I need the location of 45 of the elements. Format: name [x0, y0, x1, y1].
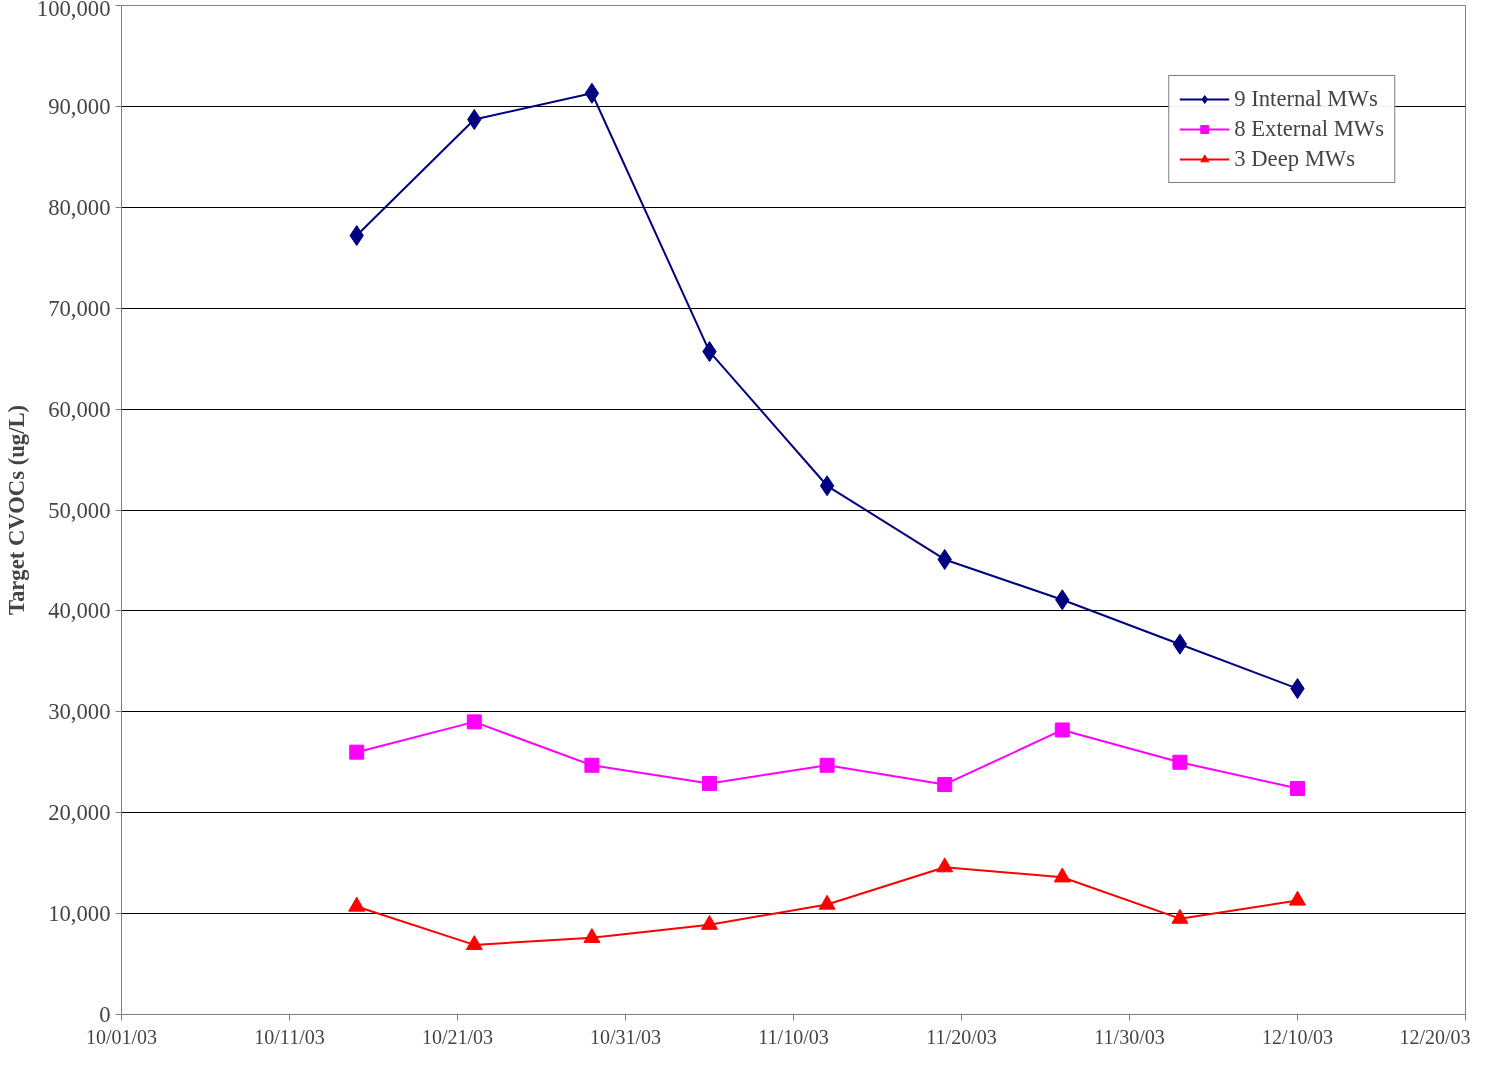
- x-tick-label: 10/21/03: [421, 1025, 494, 1048]
- x-tick-label: 10/01/03: [85, 1025, 158, 1048]
- point: [818, 894, 836, 910]
- y-axis-title: Target CVOCs (ug/L): [3, 404, 29, 616]
- x-tick-label: 11/10/03: [758, 1025, 829, 1048]
- y-tick-label: 60,000: [48, 396, 111, 422]
- point: [701, 914, 718, 930]
- legend-label: 9 Internal MWs: [1234, 86, 1378, 112]
- point: [1171, 908, 1189, 924]
- y-tick-label: 100,000: [36, 0, 111, 21]
- y-tick-label: 70,000: [48, 295, 111, 321]
- point: [1172, 754, 1188, 770]
- x-tick-label: 10/31/03: [589, 1025, 662, 1048]
- legend-label: 8 External MWs: [1234, 116, 1384, 142]
- y-tick-label: 20,000: [48, 800, 111, 826]
- point: [349, 744, 365, 760]
- point: [1289, 890, 1306, 906]
- x-tick-label: 12/10/03: [1261, 1025, 1334, 1048]
- point: [348, 896, 366, 912]
- y-tick-label: 0: [99, 1002, 111, 1027]
- point: [702, 775, 717, 791]
- point: [1053, 867, 1071, 883]
- x-tick-label: 11/20/03: [926, 1025, 997, 1048]
- point: [584, 757, 600, 773]
- point: [584, 82, 600, 104]
- point: [466, 714, 482, 730]
- legend-label: 3 Deep MWs: [1234, 146, 1356, 172]
- y-tick-label: 50,000: [48, 497, 111, 523]
- point: [583, 928, 601, 943]
- y-tick-label: 40,000: [48, 598, 111, 624]
- y-tick-label: 30,000: [48, 699, 111, 725]
- x-tick-label: 12/20/03: [1399, 1025, 1471, 1048]
- point: [1172, 633, 1188, 655]
- point: [936, 857, 954, 873]
- point: [819, 475, 835, 497]
- y-tick-label: 90,000: [48, 93, 111, 119]
- point: [819, 757, 835, 773]
- point: [1290, 780, 1305, 796]
- x-tick-label: 11/30/03: [1094, 1025, 1165, 1048]
- x-tick-label: 10/11/03: [254, 1025, 325, 1048]
- y-tick-label: 80,000: [48, 194, 111, 220]
- point: [1054, 722, 1070, 738]
- point: [465, 935, 483, 950]
- y-tick-label: 10,000: [48, 901, 111, 927]
- point: [937, 776, 953, 792]
